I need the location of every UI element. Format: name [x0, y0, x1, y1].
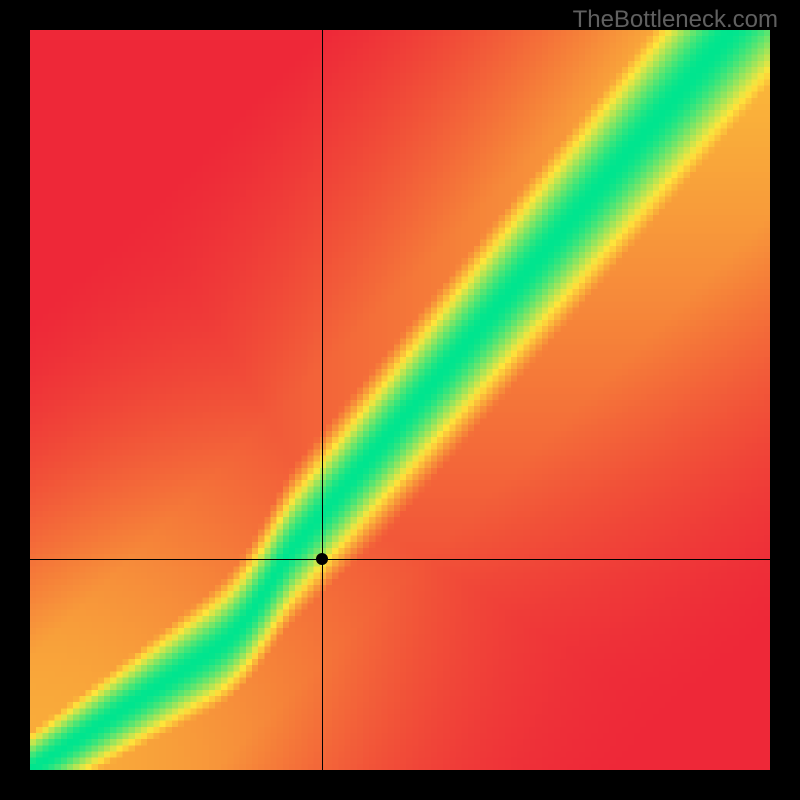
- crosshair-vertical: [322, 30, 323, 770]
- bottleneck-heatmap: [30, 30, 770, 770]
- crosshair-horizontal: [30, 559, 770, 560]
- watermark-text: TheBottleneck.com: [573, 6, 778, 34]
- chart-container: TheBottleneck.com: [0, 0, 800, 800]
